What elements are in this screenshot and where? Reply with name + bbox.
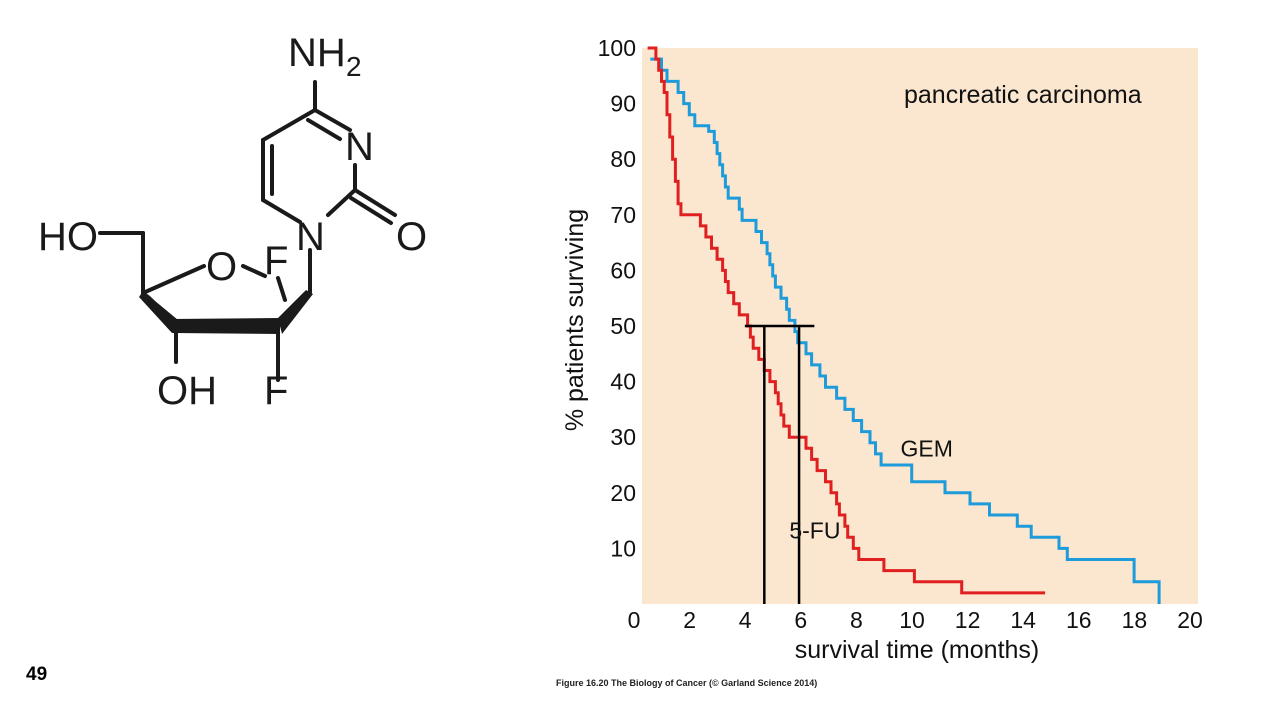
y-tick-label: 40 <box>610 369 636 395</box>
annotation-gem: GEM <box>901 436 953 462</box>
series-layer <box>647 46 1161 604</box>
x-tick-label: 4 <box>739 607 752 633</box>
atom-label-ho: HO <box>38 215 98 259</box>
y-tick-label: 70 <box>610 202 636 228</box>
x-tick-label: 12 <box>955 607 981 633</box>
x-tick-label: 6 <box>794 607 807 633</box>
atom-label-o-sugar: O <box>206 245 237 289</box>
atom-label-n-ring: N <box>296 215 325 259</box>
annotation-5-fu: 5-FU <box>789 517 840 543</box>
atom-label-o-carbonyl: O <box>396 215 427 259</box>
x-tick-label: 14 <box>1010 607 1036 633</box>
x-tick-label: 18 <box>1122 607 1148 633</box>
series-line-5-fu <box>647 46 1046 595</box>
x-tick-label: 20 <box>1177 607 1203 633</box>
y-tick-label: 60 <box>610 257 636 283</box>
y-tick-label: 80 <box>610 146 636 172</box>
y-tick-label: 20 <box>610 480 636 506</box>
x-tick-label: 0 <box>628 607 641 633</box>
x-tick-label: 2 <box>683 607 696 633</box>
atom-label-n-top: N <box>345 125 374 169</box>
x-axis-label: survival time (months) <box>795 636 1040 664</box>
y-tick-label: 100 <box>598 35 636 61</box>
x-tick-label: 10 <box>899 607 925 633</box>
figure-caption: Figure 16.20 The Biology of Cancer (© Ga… <box>556 678 817 688</box>
y-tick-label: 50 <box>610 313 636 339</box>
plot-background <box>642 48 1198 604</box>
y-tick-label: 30 <box>610 424 636 450</box>
atom-label-f-top: F <box>264 239 288 283</box>
y-tick-label: 10 <box>610 535 636 561</box>
x-tick-label: 8 <box>850 607 863 633</box>
molecule-atom-labels: NH 2 N N O HO O F F OH <box>38 31 427 413</box>
x-tick-label: 16 <box>1066 607 1092 633</box>
series-annotations: GEM 5-FU <box>789 436 953 544</box>
slide-number: 49 <box>26 664 47 685</box>
y-axis-label: % patients surviving <box>561 209 589 431</box>
atom-label-nh: NH <box>288 31 346 75</box>
atom-label-oh: OH <box>157 369 217 413</box>
molecule-bold-bonds <box>139 290 313 334</box>
y-tick-labels: 10 20 30 40 50 60 70 80 90 100 <box>598 35 636 561</box>
series-line-gem <box>650 57 1161 604</box>
chart-title: pancreatic carcinoma <box>904 81 1142 109</box>
y-tick-label: 90 <box>610 91 636 117</box>
median-reference-lines <box>744 324 815 604</box>
x-tick-labels: 0 2 4 6 8 10 12 14 16 18 20 <box>628 607 1203 633</box>
atom-label-nh-subscript: 2 <box>346 51 362 82</box>
atom-label-f-bottom: F <box>264 369 288 413</box>
